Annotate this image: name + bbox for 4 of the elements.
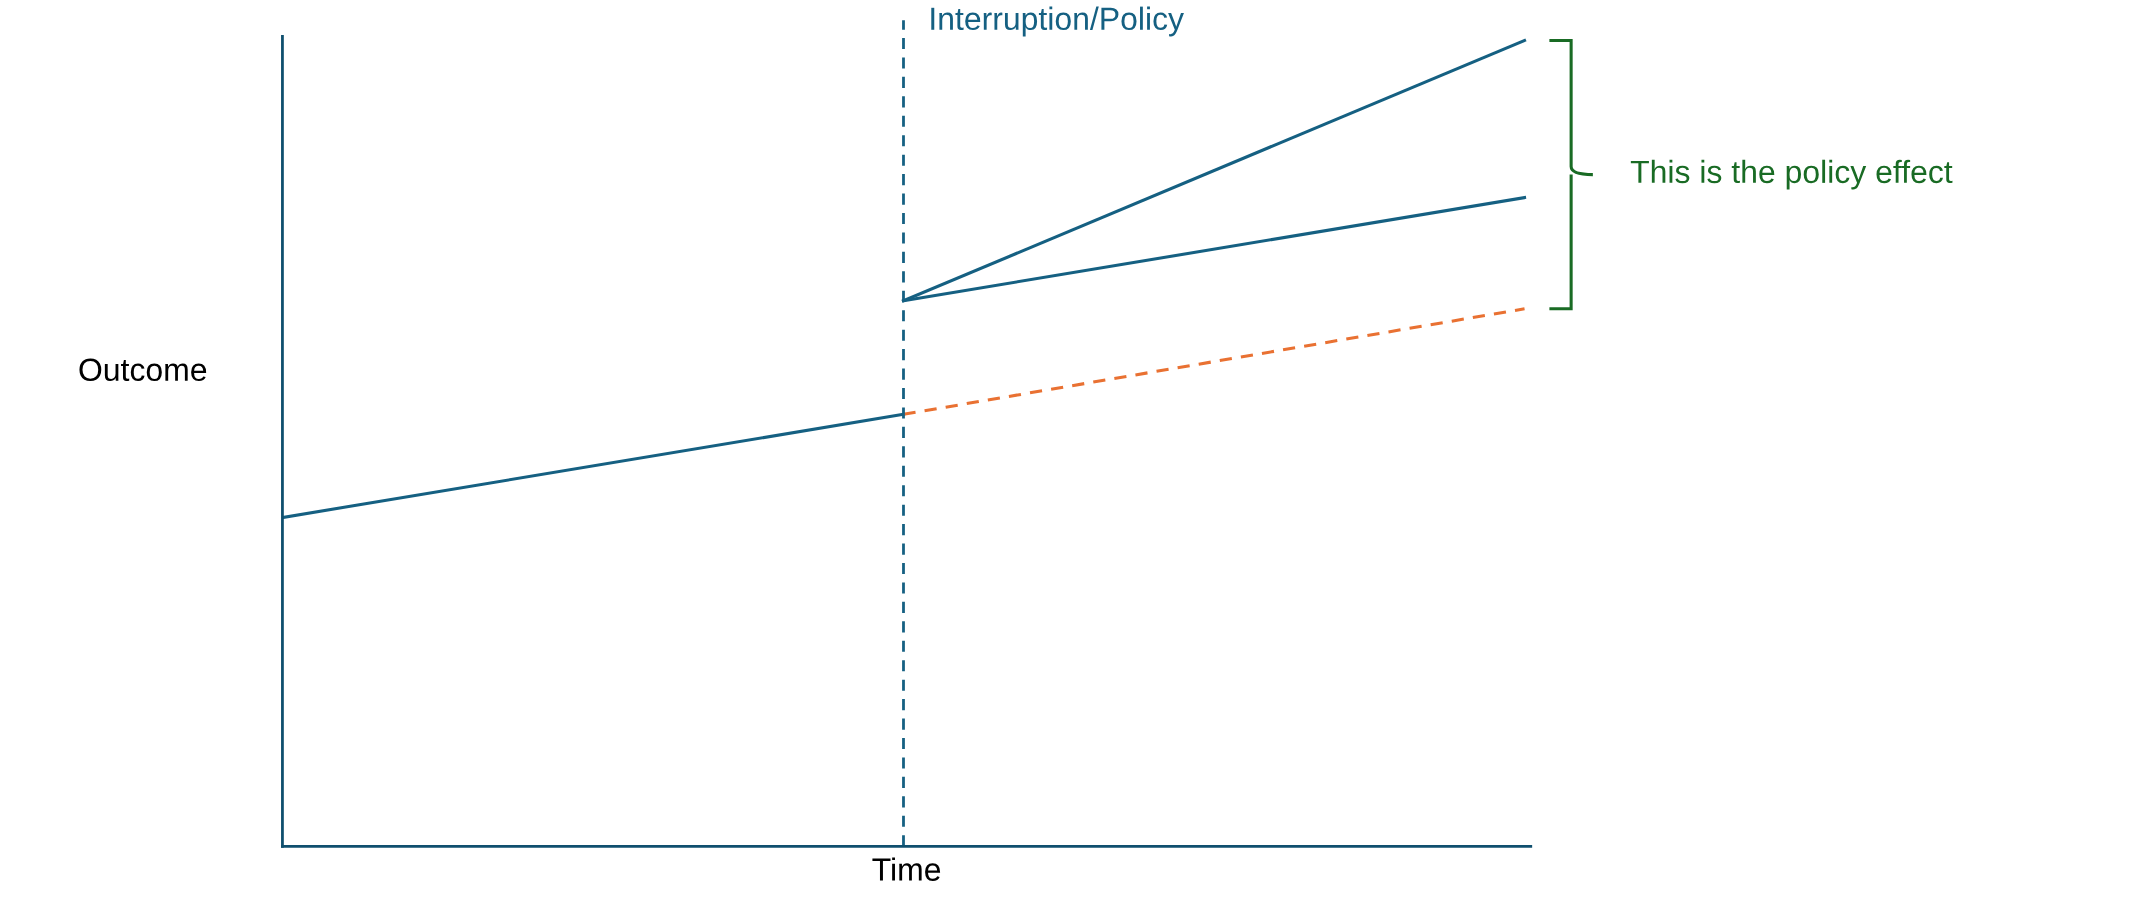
x-axis-title: Time — [872, 857, 941, 881]
text: This is the policy effect — [1630, 159, 1953, 190]
text: Interruption/Policy — [931, 6, 1184, 37]
y-axis-title: Outcome — [79, 358, 207, 382]
